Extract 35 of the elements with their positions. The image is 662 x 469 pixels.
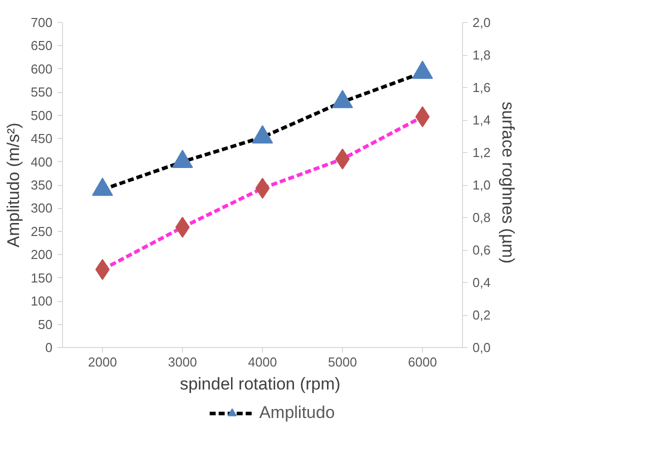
legend-label: Amplitudo (259, 403, 335, 423)
y-tick-label: 350 (30, 178, 53, 192)
x-tick-label: 5000 (328, 354, 357, 370)
y-tick-label: 200 (30, 247, 53, 262)
y-tick-label: 600 (30, 61, 53, 76)
y-tick-label: 250 (30, 224, 53, 239)
y-tick-label: 0 (45, 340, 53, 355)
y-tick-label: 550 (30, 84, 53, 100)
y2-tick-label: 0,0 (472, 340, 491, 355)
y2-tick-label: 1,0 (472, 178, 491, 192)
y-tick-label: 450 (30, 131, 53, 146)
y-tick-label: 50 (38, 316, 53, 332)
y-tick-label: 100 (30, 294, 53, 309)
y-tick-label: 700 (30, 15, 53, 30)
y-tick-label: 150 (30, 270, 53, 286)
y-tick-label: 400 (30, 154, 53, 170)
y-axis-title: Amplitudo (m/s²) (4, 122, 23, 248)
y-tick-label: 300 (30, 200, 53, 216)
x-tick-label: 3000 (168, 354, 197, 370)
x-axis-title: spindel rotation (rpm) (180, 374, 340, 394)
y2-tick-label: 0,6 (472, 242, 491, 258)
x-tick-label: 6000 (408, 354, 437, 370)
y2-tick-label: 1,2 (472, 145, 491, 160)
y2-tick-label: 0,8 (472, 210, 491, 225)
y2-tick-label: 0,2 (472, 308, 491, 322)
y-tick-label: 500 (30, 108, 53, 123)
y2-tick-label: 1,8 (472, 48, 491, 62)
y2-tick-label: 1,6 (472, 80, 491, 95)
y2-tick-label: 2,0 (472, 15, 491, 30)
x-tick-label: 2000 (88, 354, 117, 370)
y2-tick-label: 0,4 (472, 275, 491, 290)
y2-tick-label: 1,4 (472, 112, 491, 128)
y-tick-label: 650 (30, 38, 53, 54)
y2-axis-title: surface roghnes (µm) (498, 102, 518, 264)
x-tick-label: 4000 (248, 354, 277, 370)
